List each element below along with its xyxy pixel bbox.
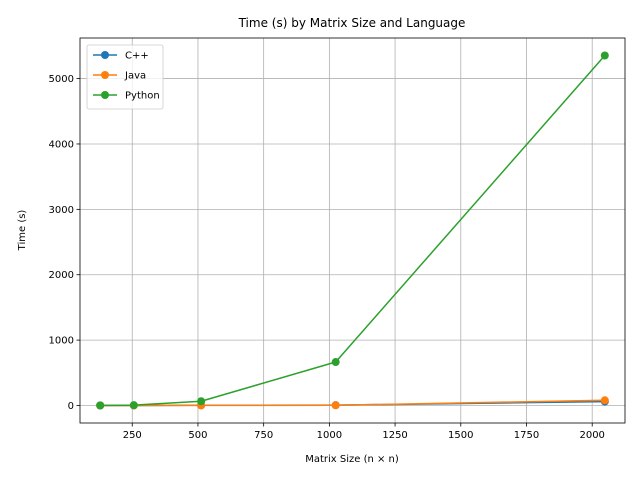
y-axis-label: Time (s) [17,210,28,252]
series-python [96,51,609,410]
legend-label: Python [125,91,160,102]
x-tick-label: 1000 [317,430,342,441]
y-tick-label: 5000 [49,74,74,85]
data-point-python [129,401,138,410]
legend-label: Java [124,71,146,82]
legend-label: C++ [125,51,149,62]
y-tick-label: 1000 [49,336,74,347]
x-tick-label: 1250 [382,430,407,441]
y-tick-label: 2000 [49,270,74,281]
axis-ticks: 250 500 750 1000 1250 1500 1750 2000 0 1000 2000 30… [49,74,605,441]
x-tick-label: 500 [188,430,207,441]
legend-marker [101,91,109,99]
x-axis-label: Matrix Size (n × n) [305,454,399,465]
y-tick-label: 3000 [49,205,74,216]
x-tick-label: 750 [254,430,273,441]
chart-title: Time (s) by Matrix Size and Language [238,16,466,30]
data-point-java [600,396,609,405]
data-point-python [600,51,609,60]
y-tick-label: 0 [68,401,74,412]
legend-marker [101,71,109,79]
y-tick-label: 4000 [49,139,74,150]
x-tick-label: 250 [123,430,142,441]
series-lines [96,51,609,410]
legend: C++ Java Python [86,44,164,110]
x-tick-label: 1750 [514,430,539,441]
data-point-python [331,358,340,367]
x-tick-label: 2000 [579,430,604,441]
x-tick-label: 1500 [448,430,473,441]
data-point-python [96,401,105,410]
data-point-java [331,401,340,410]
data-point-python [197,397,206,406]
plot-frame [79,37,626,424]
legend-marker [101,51,109,59]
